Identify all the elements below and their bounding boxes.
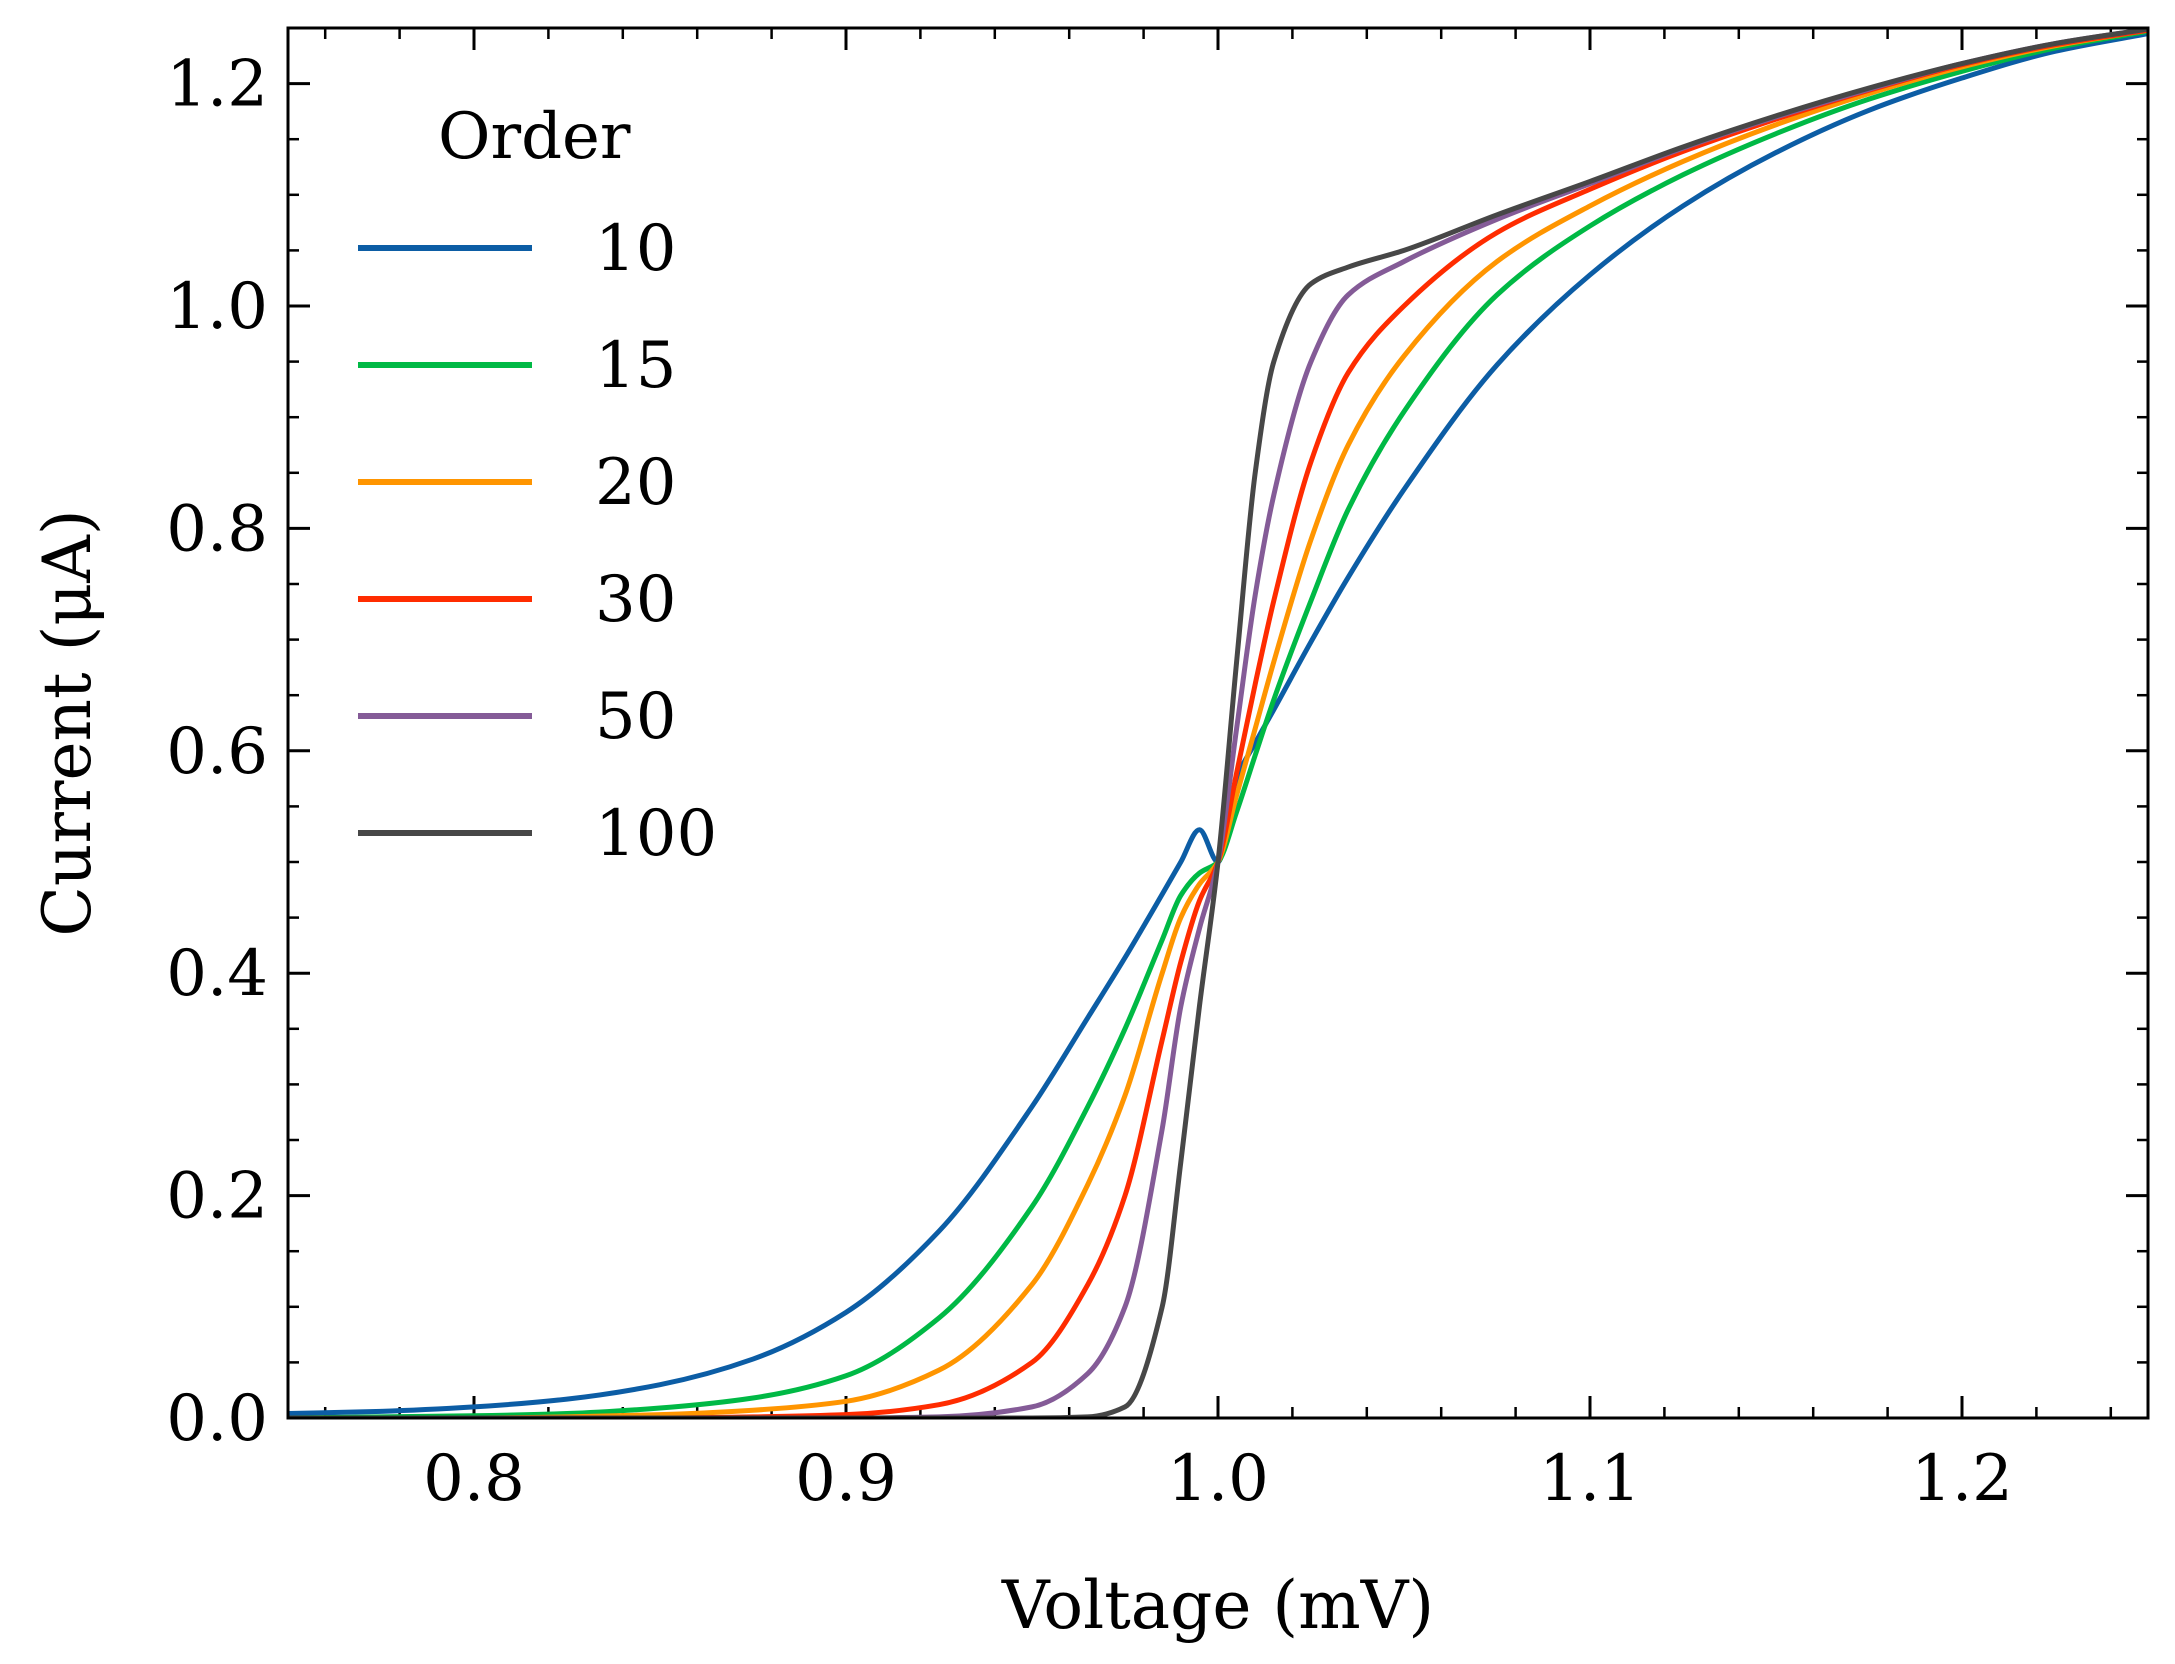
plot-frame xyxy=(286,26,2150,1420)
y-tick-label: 0.4 xyxy=(166,937,268,1011)
series-line-15 xyxy=(288,28,2148,1418)
series-line-30 xyxy=(288,28,2148,1418)
series-line-50 xyxy=(288,28,2148,1418)
series-line-10 xyxy=(288,31,2148,1417)
legend-items: 10 15 20 30 50 100 xyxy=(358,212,717,871)
x-tick-label: 1.0 xyxy=(1167,1442,1269,1516)
y-tick-label: 0.2 xyxy=(166,1160,268,1234)
x-tick-label: 0.8 xyxy=(423,1442,525,1516)
y-tick-label: 1.2 xyxy=(166,48,268,122)
legend-label-15: 15 xyxy=(595,329,676,403)
y-tick-label: 0.0 xyxy=(166,1382,268,1456)
series-line-20 xyxy=(288,28,2148,1418)
legend-label-10: 10 xyxy=(595,212,676,286)
y-tick-label: 1.0 xyxy=(166,270,268,344)
legend: Order 10 15 20 30 50 100 xyxy=(358,100,717,871)
x-axis-label: Voltage (mV) xyxy=(1001,1567,1434,1644)
legend-label-100: 100 xyxy=(595,797,717,871)
series-lines xyxy=(288,28,2148,1418)
x-tick-label: 1.2 xyxy=(1911,1442,2013,1516)
y-ticks: 0.0 0.2 0.4 0.6 0.8 1.0 1.2 xyxy=(166,26,2148,1456)
legend-title: Order xyxy=(438,100,631,174)
y-tick-label: 0.6 xyxy=(166,715,268,789)
y-tick-label: 0.8 xyxy=(166,492,268,566)
x-ticks: 0.8 0.9 1.0 1.1 1.2 xyxy=(323,28,2113,1516)
y-axis-label: Current (μA) xyxy=(29,509,106,936)
legend-label-50: 50 xyxy=(595,680,676,754)
x-tick-label: 1.1 xyxy=(1539,1442,1641,1516)
x-tick-label: 0.9 xyxy=(795,1442,897,1516)
series-line-100 xyxy=(288,28,2148,1418)
legend-label-20: 20 xyxy=(595,446,676,520)
legend-label-30: 30 xyxy=(595,563,676,637)
